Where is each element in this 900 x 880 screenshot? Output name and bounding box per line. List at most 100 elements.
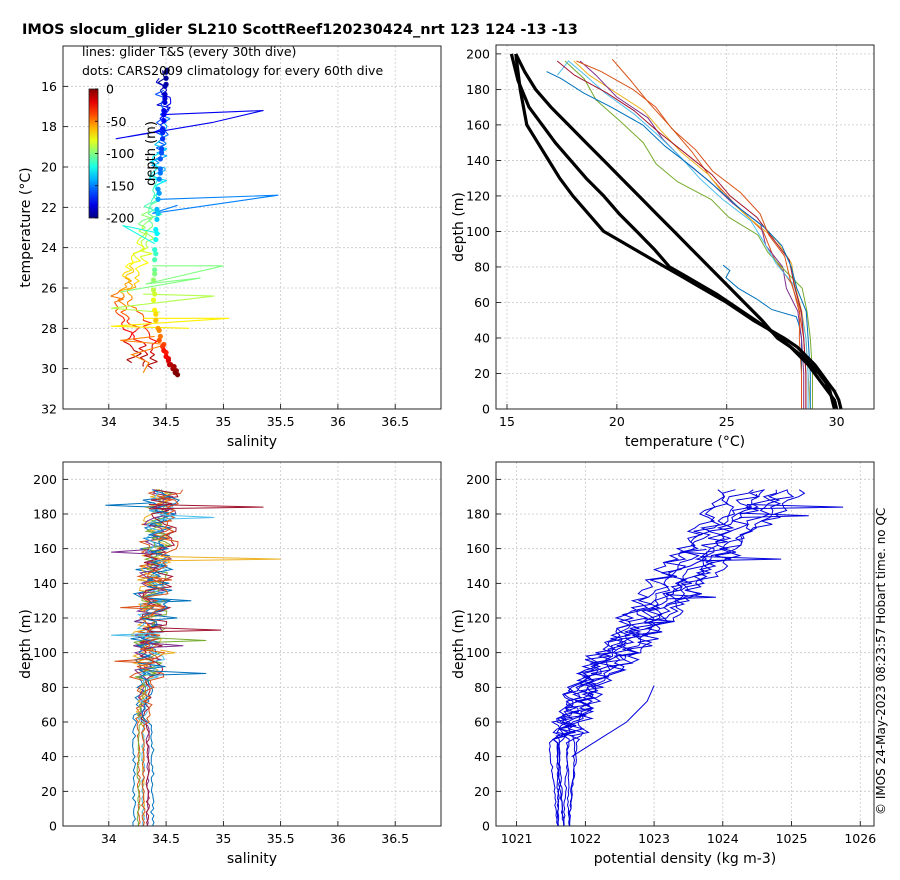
dp-plot-area (496, 462, 874, 826)
sp-xtick-label: 34.5 (152, 831, 180, 846)
ts-glider-segment (138, 219, 144, 225)
dp-ytick-label: 40 (474, 749, 490, 764)
dp-glider-spike (700, 556, 782, 562)
ts-climatology-dot (162, 91, 168, 97)
ts-glider-segment (131, 333, 135, 337)
ts-glider-segment (142, 221, 148, 226)
ts-glider-segment (142, 232, 148, 237)
ts-glider-segment (139, 250, 153, 255)
ts-climatology-dot (152, 247, 158, 253)
ts-glider-segment (126, 271, 135, 276)
sp-ytick-label: 40 (41, 749, 57, 764)
ts-glider-segment (136, 242, 145, 248)
dp-xtick-label: 1023 (638, 831, 670, 846)
ts-glider-segment (143, 202, 151, 207)
ts-glider-segment (152, 189, 156, 194)
ts-ytick-label: 32 (41, 402, 57, 417)
ts-glider-segment (129, 262, 135, 267)
ts-glider-segment (157, 141, 166, 146)
dp-glider-spike (644, 618, 675, 624)
sp-glider-spike (154, 637, 207, 643)
ts-glider-segment (121, 319, 126, 324)
ts-glider-segment (122, 275, 130, 280)
ts-climatology-dot (162, 99, 168, 106)
dp-frame (495, 461, 875, 827)
tp-xtick-label: 25 (719, 414, 735, 429)
sp-ytick-label: 60 (41, 715, 57, 730)
ts-glider-segment (140, 241, 143, 246)
ts-glider-segment (147, 209, 154, 214)
ts-glider-segment (130, 284, 133, 289)
ts-glider-segment (142, 216, 154, 221)
tp-ytick-label: 200 (466, 46, 490, 61)
ts-climatology-dot (160, 343, 166, 350)
ts-glider-segment (126, 302, 129, 306)
ts-glider-segment (146, 364, 153, 370)
ts-glider-segment (146, 217, 153, 223)
colorbar-tick-label: -50 (106, 114, 126, 129)
ts-glider-spike (122, 224, 161, 245)
ts-glider-segment (153, 163, 159, 168)
ts-xtick-label: 36.5 (381, 414, 409, 429)
ts-glider-segment (133, 283, 137, 288)
ts-climatology-dot (173, 368, 179, 374)
ts-glider-segment (165, 106, 170, 110)
dp-ytick-label: 200 (466, 472, 490, 487)
annotation-dots: dots: CARS2009 climatology for every 60t… (82, 63, 384, 78)
ts-glider-segment (134, 277, 140, 282)
ts-climatology-dot (174, 372, 181, 378)
ts-xtick-label: 34 (101, 414, 117, 429)
dp-glider-line (567, 489, 795, 826)
ts-glider-segment (140, 262, 149, 267)
ts-glider-segment (165, 103, 172, 107)
ts-ytick-label: 28 (41, 321, 57, 336)
ts-glider-segment (144, 351, 149, 355)
ts-glider-segment (149, 235, 155, 240)
ts-xtick-label: 36 (330, 414, 346, 429)
ts-glider-spike (120, 335, 167, 373)
dp-ytick-label: 180 (466, 507, 490, 522)
colorbar-tick-label: 0 (106, 82, 114, 97)
ts-glider-segment (133, 280, 140, 285)
tp-ytick-label: 140 (466, 153, 490, 168)
sp-glider-spike (154, 614, 178, 621)
tp-ytick-label: 80 (474, 259, 490, 274)
ts-glider-segment (138, 223, 146, 228)
ts-glider-segment (163, 122, 168, 127)
ts-glider-segment (126, 359, 132, 364)
ts-climatology-dot (160, 130, 166, 136)
sp-ytick-label: 140 (33, 576, 57, 591)
sp-ytick-label: 160 (33, 541, 57, 556)
ts-climatology-dot (156, 327, 162, 333)
ts-glider-segment (144, 234, 148, 239)
ts-glider-segment (149, 161, 156, 166)
tp-frame (495, 44, 875, 410)
ts-climatology-dot (163, 75, 169, 81)
ts-glider-segment (149, 337, 158, 342)
ts-climatology-dot (158, 150, 165, 156)
ts-glider-segment (152, 186, 155, 191)
ts-climatology-dot (157, 166, 163, 172)
dp-ytick-label: 140 (466, 576, 490, 591)
ts-ytick-label: 18 (41, 119, 57, 134)
tp-ytick-label: 100 (466, 224, 490, 239)
ts-climatology-dot (150, 287, 157, 293)
ts-climatology-dot (157, 156, 163, 162)
ts-climatology-dot (165, 358, 171, 364)
dp-ylabel: depth (m) (451, 609, 467, 679)
ts-glider-segment (156, 181, 165, 186)
dp-ytick-label: 120 (466, 611, 490, 626)
dp-glider-spike (681, 549, 707, 555)
ts-climatology-dot (153, 237, 159, 243)
tp-climatology-line (514, 53, 843, 409)
ts-glider-segment (119, 287, 132, 292)
ts-glider-segment (138, 271, 140, 275)
sp-glider-spike (160, 514, 215, 520)
ts-glider-segment (158, 132, 164, 138)
ts-climatology-dot (166, 362, 173, 368)
ts-diagram-panel: 34 34.5 35 35.5 36 36.5 16 18 20 22 24 26 28 30 32 sali… (18, 45, 442, 450)
ts-glider-segment (122, 316, 126, 321)
ts-glider-segment (130, 332, 133, 336)
ts-glider-segment (128, 335, 132, 339)
